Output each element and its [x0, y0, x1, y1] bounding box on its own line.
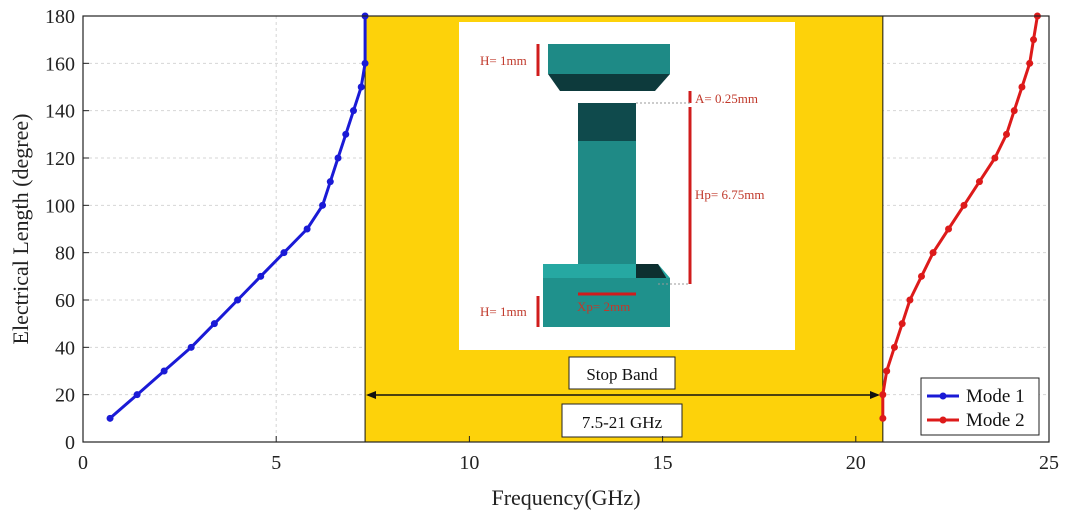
- data-point-mode-2: [1002, 130, 1010, 138]
- x-tick-label: 5: [271, 452, 281, 474]
- y-tick-label: 40: [55, 337, 75, 359]
- data-point-mode-2: [898, 320, 906, 328]
- x-tick-label: 15: [653, 452, 673, 474]
- data-point-mode-1: [106, 414, 114, 422]
- data-point-mode-2: [879, 391, 887, 399]
- stop-band-range-label: 7.5-21 GHz: [582, 413, 663, 432]
- legend-box: [920, 377, 1040, 436]
- stop-band-label: Stop Band: [586, 365, 658, 384]
- data-point-mode-2: [945, 225, 953, 233]
- data-point-mode-1: [160, 367, 168, 375]
- data-point-mode-1: [234, 296, 242, 304]
- data-point-mode-2: [879, 414, 887, 422]
- y-tick-label: 60: [55, 290, 75, 312]
- xp-label: Xp= 2mm: [577, 299, 630, 314]
- data-point-mode-2: [906, 296, 914, 304]
- inset-structure-diagram: H= 1mm A= 0.25mm Hp= 6.75mm H= 1mm Xp= 2…: [459, 22, 795, 350]
- data-point-mode-1: [187, 343, 195, 351]
- series-line-mode-1: [109, 16, 367, 420]
- data-point-mode-2: [991, 154, 999, 162]
- x-axis-label: Frequency(GHz): [491, 485, 640, 510]
- x-tick-label: 25: [1039, 452, 1059, 474]
- h-top-label: H= 1mm: [480, 53, 527, 68]
- data-point-mode-2: [883, 367, 891, 375]
- stop-band-annotations: Stop Band 7.5-21 GHz: [366, 356, 880, 438]
- series-line-mode-2: [881, 15, 1039, 419]
- data-point-mode-1: [133, 391, 141, 399]
- y-tick-label: 160: [45, 53, 75, 75]
- data-point-mode-2: [975, 178, 983, 186]
- y-tick-label: 0: [65, 432, 75, 454]
- y-tick-label: 100: [45, 195, 75, 217]
- hp-label: Hp= 6.75mm: [695, 187, 764, 202]
- data-point-mode-2: [1018, 83, 1026, 91]
- y-tick-label: 80: [55, 243, 75, 265]
- bottom-base-front: [543, 278, 670, 327]
- data-point-mode-1: [349, 107, 357, 115]
- y-tick-label: 180: [45, 6, 75, 28]
- data-point-mode-1: [280, 249, 288, 257]
- legend-label: Mode 2: [966, 410, 1025, 431]
- top-cap-front: [548, 44, 670, 74]
- h-bottom-label: H= 1mm: [480, 304, 527, 319]
- legend-label: Mode 1: [966, 386, 1025, 407]
- x-tick-label: 10: [459, 452, 479, 474]
- data-point-mode-2: [1026, 59, 1034, 67]
- data-point-mode-2: [960, 201, 968, 209]
- stop-band-arrow-left: [366, 391, 376, 399]
- data-point-mode-1: [303, 225, 311, 233]
- legend: Mode 1 Mode 2: [920, 377, 1040, 436]
- y-tick-label: 140: [45, 101, 75, 123]
- series: [106, 12, 1041, 422]
- legend-swatch-marker: [939, 392, 947, 400]
- y-tick-label: 20: [55, 385, 75, 407]
- data-point-mode-2: [1010, 107, 1018, 115]
- y-tick-label: 120: [45, 148, 75, 170]
- stop-band-range-box: [561, 403, 683, 438]
- data-point-mode-2: [917, 272, 925, 280]
- pillar-top-shade: [578, 103, 636, 141]
- stop-band-label-box: [568, 356, 676, 390]
- y-axis-label: Electrical Length (degree): [8, 114, 33, 345]
- data-point-mode-1: [361, 59, 369, 67]
- data-point-mode-1: [257, 272, 265, 280]
- top-cap-underside: [548, 74, 670, 91]
- x-tick-label: 0: [78, 452, 88, 474]
- data-point-mode-1: [334, 154, 342, 162]
- data-point-mode-2: [929, 249, 937, 257]
- plot-frame: [82, 15, 1050, 443]
- legend-swatch-marker: [939, 416, 947, 424]
- stop-band-arrow-right: [870, 391, 880, 399]
- data-point-mode-1: [326, 178, 334, 186]
- data-point-mode-1: [210, 320, 218, 328]
- data-point-mode-2: [1030, 36, 1038, 44]
- axes: 0 5 10 15 20 25 0 20 40 60 80 100 120 140 160 180 Freque…: [8, 6, 1059, 510]
- x-tick-label: 20: [846, 452, 866, 474]
- data-point-mode-1: [342, 130, 350, 138]
- data-point-mode-1: [357, 83, 365, 91]
- data-point-mode-2: [890, 343, 898, 351]
- a-gap-label: A= 0.25mm: [695, 91, 758, 106]
- data-point-mode-1: [319, 201, 327, 209]
